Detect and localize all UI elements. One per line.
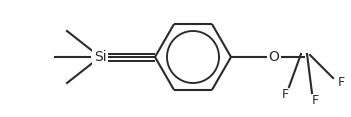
Text: Si: Si [94, 50, 106, 64]
Text: F: F [282, 88, 289, 102]
Text: F: F [311, 95, 319, 108]
Text: F: F [337, 75, 345, 88]
Text: O: O [269, 50, 279, 64]
